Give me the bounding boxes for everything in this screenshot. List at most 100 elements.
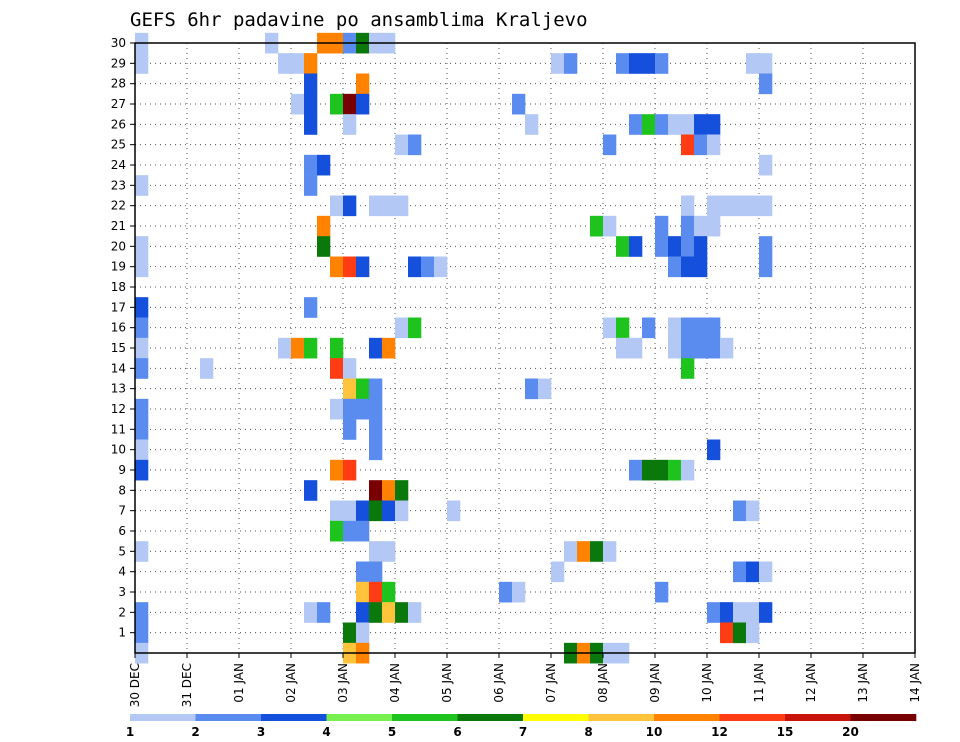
heatmap-cell bbox=[616, 236, 630, 257]
x-tick-label: 10 JAN bbox=[700, 663, 714, 703]
heatmap-cell bbox=[135, 53, 149, 74]
heatmap-cell bbox=[135, 297, 149, 318]
heatmap-cell bbox=[343, 195, 357, 217]
heatmap-cell bbox=[382, 541, 396, 562]
heatmap-cell bbox=[746, 561, 760, 583]
heatmap-cell bbox=[317, 215, 331, 237]
colorbar-label: 1 bbox=[126, 725, 134, 739]
heatmap-cell bbox=[603, 317, 617, 339]
colorbar-segment bbox=[130, 714, 196, 721]
heatmap-cell bbox=[317, 602, 331, 623]
y-tick-label: 21 bbox=[111, 219, 126, 233]
heatmap-cell bbox=[720, 195, 734, 217]
y-tick-label: 12 bbox=[111, 402, 126, 416]
heatmap-cell bbox=[642, 317, 656, 339]
heatmap-cell bbox=[291, 93, 305, 115]
x-tick-label: 09 JAN bbox=[648, 663, 662, 703]
heatmap-cell bbox=[330, 398, 344, 420]
heatmap-cell bbox=[382, 195, 396, 217]
heatmap-cell bbox=[603, 215, 617, 237]
heatmap-cell bbox=[343, 419, 357, 440]
heatmap-cell bbox=[668, 236, 682, 257]
colorbar-label: 15 bbox=[777, 725, 794, 739]
heatmap-cell bbox=[655, 114, 669, 135]
heatmap-cell bbox=[356, 256, 370, 278]
heatmap-cell bbox=[330, 337, 344, 359]
heatmap-cell bbox=[694, 256, 708, 278]
y-tick-label: 22 bbox=[111, 199, 126, 213]
x-tick-label: 13 JAN bbox=[856, 663, 870, 703]
heatmap-cell bbox=[512, 581, 526, 603]
heatmap-cell bbox=[369, 337, 383, 359]
colorbar: 1 2 3 4 5 6 7 8 10 12 15 20 bbox=[126, 714, 917, 739]
y-tick-label: 3 bbox=[118, 585, 126, 599]
heatmap-cell bbox=[629, 114, 643, 135]
heatmap-cell bbox=[603, 541, 617, 562]
heatmap-cell bbox=[720, 622, 734, 644]
heatmap-cell bbox=[590, 215, 604, 237]
heatmap-cell bbox=[655, 236, 669, 257]
x-tick-label: 31 DEC bbox=[180, 663, 194, 707]
heatmap-cell bbox=[681, 195, 695, 217]
heatmap-cell bbox=[629, 459, 643, 481]
heatmap-cell bbox=[369, 541, 383, 562]
heatmap-cell bbox=[382, 480, 396, 501]
y-tick-label: 18 bbox=[111, 280, 126, 294]
heatmap-cell bbox=[135, 459, 149, 481]
heatmap-cell bbox=[681, 215, 695, 237]
heatmap-cell bbox=[707, 114, 721, 135]
x-tick-label: 02 JAN bbox=[284, 663, 298, 703]
heatmap-cell bbox=[369, 378, 383, 400]
heatmap-cell bbox=[733, 195, 747, 217]
y-tick-label: 7 bbox=[118, 504, 126, 518]
heatmap-cell bbox=[356, 93, 370, 115]
colorbar-segment bbox=[261, 714, 327, 721]
heatmap-cell bbox=[681, 358, 695, 379]
heatmap-cell bbox=[382, 337, 396, 359]
heatmap-cell bbox=[408, 134, 422, 156]
heatmap-cell bbox=[343, 114, 357, 135]
heatmap-cell bbox=[707, 317, 721, 339]
y-tick-label: 1 bbox=[118, 626, 126, 640]
heatmap-cell bbox=[382, 581, 396, 603]
colorbar-segment bbox=[654, 714, 720, 721]
heatmap-cell bbox=[655, 459, 669, 481]
heatmap-cell bbox=[304, 297, 318, 318]
x-tick-label: 08 JAN bbox=[596, 663, 610, 703]
colorbar-label: 8 bbox=[584, 725, 592, 739]
heatmap-cell bbox=[304, 480, 318, 501]
heatmap-cell bbox=[343, 459, 357, 481]
y-tick-label: 28 bbox=[111, 77, 126, 91]
chart-title: GEFS 6hr padavine po ansamblima Kraljevo bbox=[130, 9, 588, 31]
colorbar-segment bbox=[523, 714, 589, 721]
colorbar-label: 20 bbox=[842, 725, 859, 739]
colorbar-segment bbox=[785, 714, 851, 721]
heatmap-cell bbox=[616, 53, 630, 74]
colorbar-segment bbox=[850, 714, 917, 721]
colorbar-segment bbox=[457, 714, 524, 721]
heatmap-cell bbox=[135, 175, 149, 196]
heatmap-cell bbox=[564, 541, 578, 562]
heatmap-cell bbox=[720, 337, 734, 359]
colorbar-label: 7 bbox=[519, 725, 527, 739]
heatmap-cell bbox=[135, 419, 149, 440]
y-tick-label: 30 bbox=[111, 36, 126, 50]
heatmap-cell bbox=[694, 114, 708, 135]
heatmap-cell bbox=[343, 93, 357, 115]
heatmap-cell bbox=[369, 602, 383, 623]
heatmap-cell bbox=[330, 520, 344, 542]
y-tick-label: 17 bbox=[111, 300, 126, 314]
heatmap-cell bbox=[746, 500, 760, 522]
heatmap-cell bbox=[499, 581, 513, 603]
y-tick-label: 13 bbox=[111, 382, 126, 396]
y-tick-label: 29 bbox=[111, 56, 126, 70]
heatmap-cell bbox=[304, 93, 318, 115]
heatmap-cell bbox=[330, 459, 344, 481]
heatmap-cell bbox=[694, 236, 708, 257]
y-tick-label: 6 bbox=[118, 524, 126, 538]
heatmap-cell bbox=[746, 53, 760, 74]
heatmap-cell bbox=[135, 602, 149, 623]
heatmap-cell bbox=[421, 256, 435, 278]
heatmap-cell bbox=[343, 520, 357, 542]
heatmap-cell bbox=[707, 337, 721, 359]
